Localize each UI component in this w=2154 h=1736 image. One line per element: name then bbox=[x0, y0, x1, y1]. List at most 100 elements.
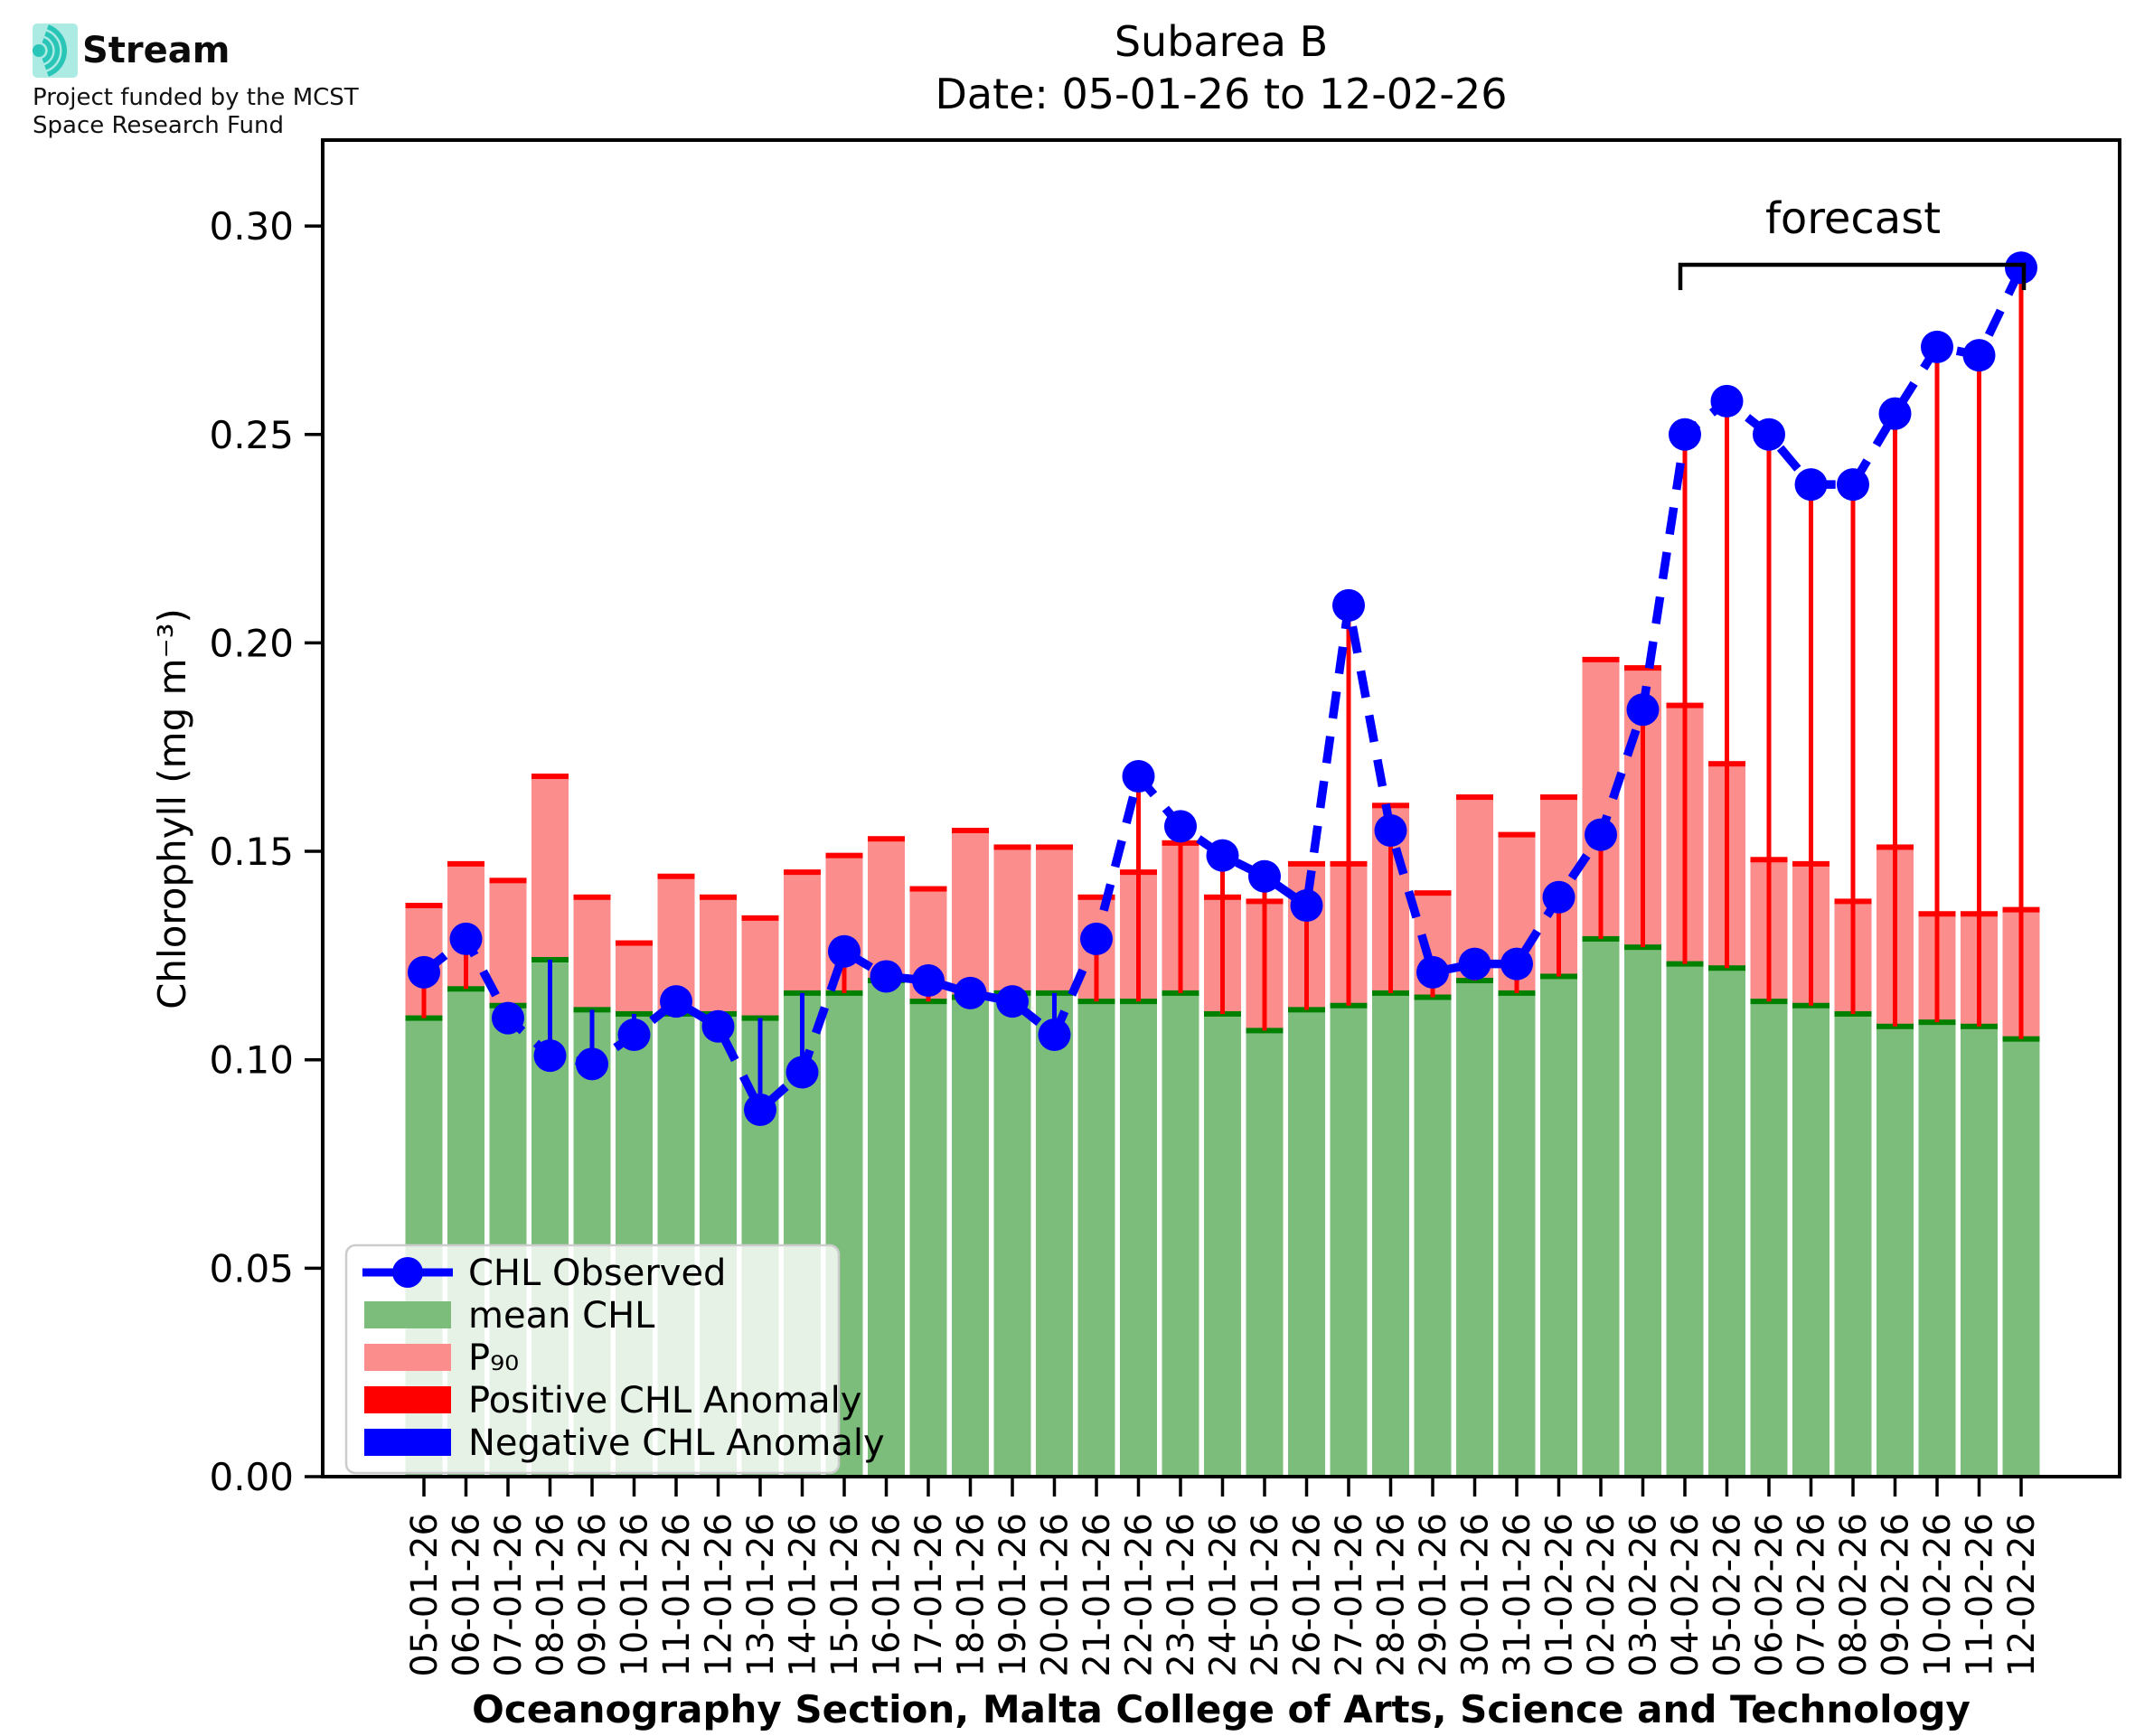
p90-bar-top-edge bbox=[1582, 656, 1620, 662]
chl-observed-point bbox=[1458, 947, 1491, 981]
chl-observed-point bbox=[408, 955, 440, 989]
mean-chl-bar bbox=[1792, 1005, 1829, 1477]
mean-chl-bar bbox=[1961, 1026, 1998, 1477]
x-tick-label: 25-01-26 bbox=[1245, 1513, 1286, 1677]
logo-subtitle-line1: Project funded by the MCST bbox=[33, 84, 359, 111]
y-tick-label: 0.15 bbox=[209, 830, 294, 874]
legend-item-label: CHL Observed bbox=[468, 1253, 726, 1294]
chl-observed-point bbox=[576, 1047, 608, 1081]
chl-observed-point bbox=[1290, 889, 1323, 923]
chl-observed-point bbox=[1374, 813, 1407, 847]
x-tick-label: 11-01-26 bbox=[656, 1513, 698, 1677]
chl-observed-point bbox=[912, 964, 945, 998]
stream-logo-row: Stream bbox=[33, 23, 359, 78]
chl-observed-point bbox=[785, 1056, 819, 1089]
chl-observed-point bbox=[1500, 947, 1533, 981]
p90-bar-top-edge bbox=[616, 940, 653, 946]
chl-observed-point bbox=[1206, 839, 1239, 872]
mean-chl-bar bbox=[1456, 981, 1493, 1477]
x-tick-label: 10-01-26 bbox=[615, 1513, 656, 1677]
p90-bar-top-edge bbox=[700, 894, 737, 900]
mean-chl-bar bbox=[1162, 992, 1199, 1477]
x-tick-label: 12-02-26 bbox=[2001, 1513, 2043, 1677]
chl-observed-point bbox=[617, 1018, 651, 1052]
mean-chl-bar bbox=[1077, 1001, 1115, 1477]
mean-chl-bar bbox=[1498, 992, 1536, 1477]
mean-chl-bar bbox=[1288, 1009, 1325, 1477]
mean-chl-bar bbox=[1666, 963, 1704, 1477]
chl-observed-point bbox=[1038, 1018, 1071, 1052]
y-tick-label: 0.05 bbox=[209, 1246, 294, 1290]
x-tick-label: 07-01-26 bbox=[488, 1513, 530, 1677]
mean-chl-bar bbox=[1246, 1030, 1284, 1477]
x-tick-label: 15-01-26 bbox=[824, 1513, 866, 1677]
p90-bar-top-edge bbox=[825, 852, 863, 859]
x-tick-label: 03-02-26 bbox=[1623, 1513, 1665, 1677]
chl-observed-point bbox=[744, 1093, 776, 1127]
chl-observed-point bbox=[1080, 922, 1113, 955]
legend-item: Negative CHL Anomaly bbox=[364, 1422, 885, 1464]
p90-bar-top-edge bbox=[573, 894, 611, 900]
p90-bar-top-edge bbox=[868, 836, 905, 842]
x-tick-label: 14-01-26 bbox=[783, 1513, 824, 1677]
x-tick-label: 11-02-26 bbox=[1960, 1513, 2001, 1677]
legend-item-label: P₉₀ bbox=[468, 1337, 519, 1379]
chl-observed-point bbox=[1122, 760, 1155, 793]
chl-observed-point bbox=[954, 976, 987, 1009]
p90-bar-top-edge bbox=[741, 915, 779, 921]
mean-chl-bar bbox=[993, 992, 1031, 1477]
p90-bar-top-edge bbox=[489, 877, 527, 884]
chl-observed-point bbox=[1542, 880, 1576, 914]
mean-chl-bar bbox=[1750, 1001, 1788, 1477]
chl-observed-point bbox=[1878, 397, 1912, 430]
chl-observed-point bbox=[996, 985, 1029, 1018]
p90-bar-top-edge bbox=[909, 886, 947, 892]
forecast-annotation: forecast bbox=[1678, 193, 2027, 290]
x-tick-label: 09-01-26 bbox=[572, 1513, 614, 1677]
x-tick-label: 12-01-26 bbox=[699, 1513, 740, 1677]
mean-chl-bar bbox=[2002, 1038, 2040, 1477]
mean-chl-bar bbox=[1834, 1013, 1872, 1477]
mean-chl-bar bbox=[1372, 992, 1409, 1477]
chl-observed-point bbox=[533, 1039, 567, 1073]
p90-bar-top-edge bbox=[784, 869, 821, 876]
logo-title: Stream bbox=[82, 30, 230, 71]
logo-subtitle-line2: Space Research Fund bbox=[33, 112, 285, 139]
legend-patch-swatch bbox=[364, 1386, 451, 1413]
p90-bar-top-edge bbox=[447, 860, 484, 867]
legend-marker-swatch bbox=[392, 1257, 423, 1288]
chl-observed-point bbox=[660, 985, 692, 1018]
x-tick-label: 30-01-26 bbox=[1455, 1513, 1497, 1677]
y-tick-label: 0.30 bbox=[209, 204, 294, 249]
x-axis-label: Oceanography Section, Malta College of A… bbox=[472, 1687, 1971, 1731]
stream-logo: Stream Project funded by the MCST Space … bbox=[33, 23, 359, 140]
plot-border bbox=[321, 138, 2121, 1478]
mean-chl-bar bbox=[909, 1001, 947, 1477]
p90-bar-top-edge bbox=[1372, 802, 1409, 809]
x-tick-label: 10-02-26 bbox=[1917, 1513, 1959, 1677]
legend-patch-swatch bbox=[364, 1429, 451, 1456]
x-tick-label: 22-01-26 bbox=[1119, 1513, 1161, 1677]
x-tick-label: 02-02-26 bbox=[1581, 1513, 1623, 1677]
p90-bar-top-edge bbox=[1540, 794, 1577, 801]
x-tick-label: 28-01-26 bbox=[1371, 1513, 1413, 1677]
p90-bar-top-edge bbox=[531, 774, 569, 780]
mean-chl-bar bbox=[1120, 1001, 1157, 1477]
x-tick-label: 08-01-26 bbox=[531, 1513, 572, 1677]
chl-observed-point bbox=[492, 1001, 524, 1035]
chart-title: Subarea B bbox=[1115, 17, 1328, 66]
legend-item-label: mean CHL bbox=[468, 1295, 655, 1337]
mean-chl-bar bbox=[1540, 976, 1577, 1477]
legend-item: Positive CHL Anomaly bbox=[364, 1380, 861, 1422]
chl-observed-point bbox=[1416, 955, 1449, 989]
y-axis-label: Chlorophyll (mg m⁻³) bbox=[150, 608, 194, 1009]
mean-chl-bar bbox=[1877, 1026, 1914, 1477]
x-tick-label: 23-01-26 bbox=[1161, 1513, 1202, 1677]
y-tick-label: 0.25 bbox=[209, 413, 294, 457]
chl-observed-point bbox=[449, 922, 483, 955]
x-tick-label: 29-01-26 bbox=[1413, 1513, 1454, 1677]
mean-chl-bar bbox=[1624, 947, 1661, 1477]
mean-chl-bar bbox=[952, 997, 989, 1477]
